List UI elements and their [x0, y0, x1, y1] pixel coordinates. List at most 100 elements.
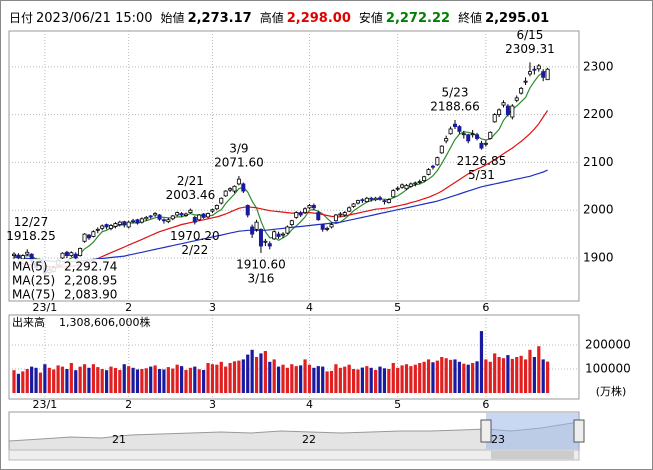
candle-body: [267, 243, 272, 247]
candle-body: [457, 126, 462, 132]
candle-body: [210, 209, 215, 212]
navigator-handle-right[interactable]: [573, 419, 585, 443]
navigator-label: 21: [112, 433, 126, 446]
volume-bar: [546, 361, 550, 393]
volume-bar: [378, 366, 382, 393]
candle-body: [545, 68, 550, 81]
x-tick-label: 4: [306, 398, 313, 411]
volume-bar: [272, 359, 276, 393]
volume-bar: [426, 359, 431, 393]
volume-bar: [285, 367, 290, 393]
volume-bar: [179, 366, 184, 393]
candle-body: [501, 102, 506, 106]
candle-body: [104, 224, 109, 228]
candle-body: [272, 231, 277, 240]
volume-bar: [127, 366, 131, 393]
volume-bar: [510, 358, 514, 393]
volume-total: 1,308,606,000株: [59, 315, 150, 329]
candle-body: [400, 184, 405, 188]
navigator-handle-left[interactable]: [480, 419, 492, 443]
volume-bar: [444, 358, 448, 393]
volume-bar: [60, 366, 65, 393]
volume-bar: [528, 349, 532, 393]
candle-body: [206, 213, 211, 218]
volume-bar: [171, 368, 175, 393]
volume-bar: [144, 368, 148, 393]
legend-value: 2,208.95: [64, 274, 117, 288]
volume-bar: [74, 370, 78, 393]
navigator-scrollbar[interactable]: [8, 449, 580, 461]
candle-body: [276, 233, 281, 237]
candle-body: [122, 221, 127, 226]
volume-bar: [462, 363, 466, 393]
x-tick-label: 23/1: [33, 301, 58, 314]
candle-body: [236, 178, 241, 185]
candle-body: [241, 183, 246, 192]
candle-body: [382, 200, 387, 203]
candle-body: [232, 185, 237, 192]
candle-body: [378, 197, 383, 200]
x-tick-label: 3: [209, 398, 216, 411]
candle-body: [369, 197, 374, 200]
volume-bar: [241, 359, 245, 393]
candle-body: [417, 181, 422, 183]
candle-body: [139, 218, 144, 223]
candle-body: [311, 205, 316, 209]
annotation-date: 5/23: [442, 86, 469, 100]
volume-bar: [193, 366, 197, 393]
volume-bar: [38, 372, 43, 393]
annotation-date: 2/22: [181, 243, 208, 257]
legend-name: MA(75): [12, 288, 55, 302]
candle-body: [307, 205, 312, 209]
candle-body: [135, 219, 140, 224]
volume-bar: [409, 366, 413, 393]
volume-bar: [329, 370, 334, 393]
candle-body: [263, 240, 268, 243]
volume-bar: [281, 364, 285, 393]
volume-bar: [52, 369, 56, 393]
candle-body: [391, 190, 396, 198]
volume-bar: [307, 364, 312, 393]
candle-body: [250, 226, 255, 235]
candle-body: [294, 212, 299, 218]
candle-body: [461, 133, 466, 136]
candle-body: [488, 131, 493, 139]
volume-bar: [65, 369, 69, 393]
volume-bar: [232, 361, 237, 393]
candle-body: [157, 214, 162, 220]
volume-bar: [334, 364, 338, 393]
volume-bar: [471, 363, 475, 393]
volume-bar: [290, 364, 294, 393]
candle-body: [452, 123, 457, 127]
volume-bar: [135, 369, 140, 393]
candle-body: [510, 105, 515, 118]
navigator-scroll-thumb[interactable]: [491, 451, 574, 459]
candle-body: [470, 133, 475, 136]
volume-bar: [351, 369, 356, 393]
volume-bar: [440, 357, 444, 393]
volume-bar: [541, 359, 545, 393]
volume-bar: [396, 367, 400, 393]
volume-bar: [277, 366, 281, 393]
candle-body: [466, 134, 471, 142]
x-tick-label: 5: [394, 398, 401, 411]
legend-value: 2,292.74: [64, 260, 117, 274]
candle-body: [153, 213, 158, 216]
volume-bar: [488, 361, 492, 393]
ma-line: [13, 69, 548, 269]
volume-bar: [100, 369, 104, 393]
candle-body: [161, 219, 166, 222]
annotation-value: 2003.46: [166, 188, 216, 202]
volume-bar: [12, 370, 16, 393]
candle-body: [514, 97, 519, 101]
candle-body: [532, 68, 537, 71]
volume-bar: [91, 364, 95, 393]
candle-body: [338, 213, 343, 216]
candle-body: [355, 200, 360, 204]
candle-body: [73, 253, 78, 259]
volume-bar: [413, 364, 417, 393]
annotation-value: 2071.60: [214, 155, 264, 169]
volume-bar: [303, 359, 307, 393]
navigator-selection[interactable]: [486, 413, 579, 449]
volume-bar: [506, 355, 510, 393]
